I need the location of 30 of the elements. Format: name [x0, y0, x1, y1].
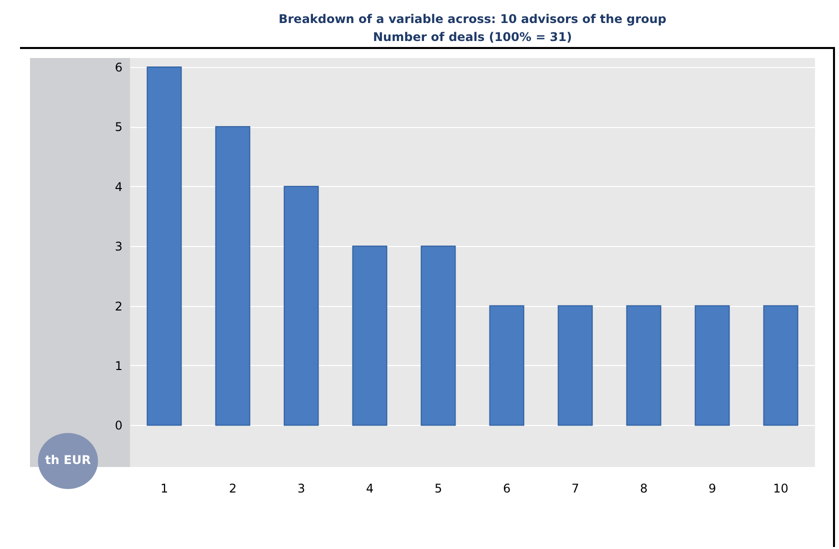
x-tick-label: 10: [773, 482, 788, 496]
y-tick-label: 2: [114, 299, 122, 314]
x-tick-label: 2: [228, 482, 237, 496]
y-axis-title: th EUR: [44, 453, 92, 467]
chart-subtitle: Number of deals (100% = 31): [373, 30, 572, 44]
y-tick-label: 3: [114, 240, 122, 254]
x-tick-label: 1: [160, 482, 168, 496]
x-tick-label: 4: [366, 482, 374, 496]
x-tick-label: 7: [571, 482, 580, 496]
bar: [215, 126, 250, 426]
bar: [694, 305, 730, 426]
x-tick-label: 6: [502, 482, 511, 496]
chart-title: Breakdown of a variable across: 10 advisors of the group: [278, 12, 667, 26]
x-tick-label: 8: [640, 482, 648, 496]
x-tick-label: 3: [297, 482, 306, 496]
bar: [352, 246, 388, 426]
bar: [489, 305, 524, 426]
y-tick-label: 4: [114, 180, 122, 194]
bar: [284, 186, 319, 426]
x-tick-label: 5: [434, 482, 442, 496]
bar: [420, 246, 456, 426]
y-tick-label: 1: [114, 358, 122, 373]
y-tick-label: 5: [114, 120, 122, 134]
y-tick-label: 0: [114, 418, 122, 433]
bar: [558, 305, 593, 426]
x-tick-label: 9: [708, 482, 716, 496]
bar: [626, 305, 662, 426]
bar: [763, 305, 798, 426]
bar: [146, 66, 182, 426]
y-tick-label: 6: [114, 60, 122, 74]
